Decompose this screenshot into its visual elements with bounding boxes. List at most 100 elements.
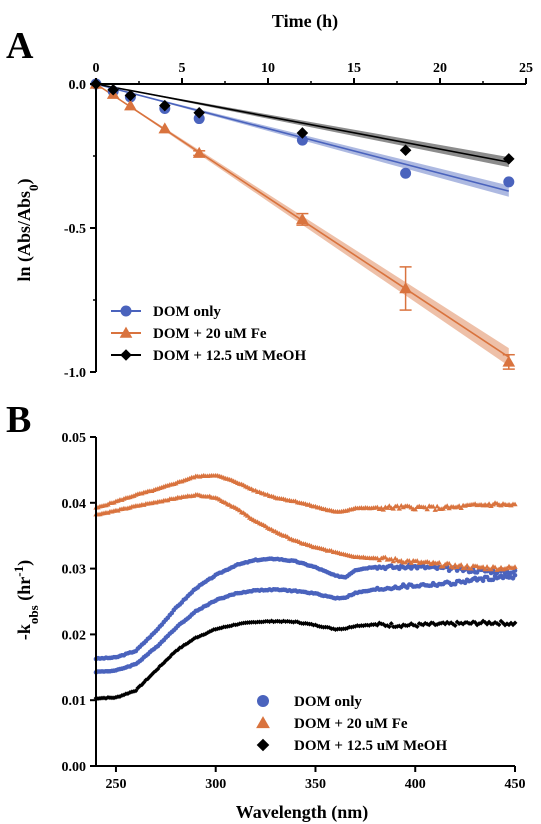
panel-b-ytick-label: 0.01 (62, 694, 87, 709)
spectrum-point (279, 619, 284, 625)
spectrum-point (492, 620, 498, 625)
spectrum-point (492, 564, 498, 570)
data-point (296, 134, 308, 146)
data-point (107, 83, 119, 96)
spectrum-point (297, 620, 302, 626)
spectrum-point (464, 562, 470, 568)
legend-label: DOM + 12.5 uM MeOH (153, 348, 306, 364)
panel-a-xtick-label: 20 (433, 61, 447, 76)
panel-a-ytick-label: 0.0 (69, 78, 87, 93)
spectrum-point (486, 619, 492, 625)
spectrum-point (394, 503, 400, 508)
panel-b-xtick-label: 350 (305, 777, 326, 792)
spectrum-point (342, 626, 348, 632)
panel-a-ylabel: ln (Abs/Abs0) (14, 178, 41, 281)
panel-b-xlabel: Wavelength (nm) (236, 802, 369, 823)
data-point (192, 146, 206, 158)
spectrum-point (446, 560, 452, 566)
panel-b-axes (90, 436, 516, 772)
panel-a-xtick-label: 5 (179, 61, 186, 76)
spectrum-point (382, 554, 388, 560)
panel-b-ylabel-sub: obs (26, 605, 41, 624)
legend-marker (120, 305, 132, 317)
fit-confidence-band (96, 84, 509, 168)
panel-a-legend: DOM only DOM + 20 uM Fe DOM + 12.5 uM MeOH (111, 304, 306, 364)
panel-b-ylabel-sup: -1 (11, 566, 26, 577)
spectrum-point (398, 624, 404, 630)
data-point (158, 122, 172, 134)
spectrum-point (281, 618, 286, 624)
panel-a-xlabel: Time (h) (272, 11, 338, 32)
spectrum-point (416, 621, 422, 626)
panel-b-ylabel-main: -k (14, 624, 34, 640)
panel-b-legend: DOM only DOM + 20 uM Fe DOM + 12.5 uM MeOH (256, 694, 447, 754)
panel-b-xtick-label: 450 (505, 777, 526, 792)
spectrum-point (436, 559, 442, 565)
panel-b-ylabel-close: ) (14, 560, 35, 566)
panel-b-ytick-label: 0.02 (62, 628, 87, 643)
spectrum-point (396, 623, 402, 629)
panel-a-ytick-label: -0.5 (64, 222, 86, 237)
spectrum-point (319, 624, 324, 630)
spectrum-point (219, 625, 225, 631)
data-point (124, 89, 137, 102)
panel-b-ylabel-mid: (hr (14, 577, 35, 606)
spectrum-point (408, 621, 414, 626)
spectrum-point (384, 623, 390, 628)
spectrum-point (494, 621, 500, 626)
spectrum-point (414, 624, 420, 630)
panel-a-tick-labels: 0 5 10 15 20 25 0.0 -0.5 -1.0 (64, 61, 533, 381)
panel-b-xtick-label: 300 (205, 777, 226, 792)
spectrum-point (171, 650, 177, 656)
panel-a-ytick-label: -1.0 (64, 366, 86, 381)
spectrum-point (113, 694, 119, 700)
legend-label: DOM + 20 uM Fe (294, 716, 408, 732)
spectrum-point (502, 622, 508, 628)
spectrum-point (117, 694, 123, 699)
panel-a-xtick-label: 0 (93, 61, 100, 76)
panel-a-xtick-label: 15 (347, 61, 361, 76)
data-point (399, 282, 412, 294)
spectrum-point (474, 622, 480, 628)
panel-a-letter: A (6, 25, 34, 67)
data-point (296, 213, 309, 225)
legend-marker (119, 326, 133, 338)
panel-a-axes (90, 78, 527, 373)
panel-b-ytick-label: 0.05 (62, 431, 87, 446)
spectrum-point (484, 564, 490, 569)
data-point (503, 176, 515, 188)
legend-label: DOM + 12.5 uM MeOH (294, 738, 447, 754)
spectrum-point (444, 503, 450, 508)
panel-a-ylabel-close: ) (14, 178, 35, 184)
panel-a-xtick-label: 10 (261, 61, 275, 76)
panel-b-ytick-label: 0.03 (62, 563, 87, 578)
legend-marker (256, 738, 270, 752)
spectrum-point (187, 639, 193, 644)
spectrum-point (390, 558, 396, 564)
spectrum-point (512, 620, 518, 626)
data-point (296, 127, 309, 139)
panel-b-ytick-label: 0.00 (62, 760, 87, 775)
spectrum-point (406, 622, 412, 628)
spectrum-point (488, 566, 494, 572)
spectrum-point (422, 620, 428, 626)
data-point (502, 355, 516, 367)
data-point (503, 153, 515, 165)
spectrum-point (412, 623, 418, 628)
legend-marker (120, 349, 132, 361)
fit-line (95, 83, 509, 163)
panel-b-ylabel: -kobs (hr-1) (11, 560, 41, 640)
spectrum-point (424, 506, 430, 512)
spectrum-point (480, 578, 486, 584)
spectrum-point (133, 688, 139, 694)
panel-a-xtick-label: 25 (519, 61, 533, 76)
panel-b-tick-labels: 250 300 350 400 450 0.00 0.01 0.02 0.03 0.04 0.05 (62, 431, 526, 792)
data-point (159, 99, 171, 112)
legend-marker (257, 695, 269, 707)
spectrum-point (434, 622, 440, 627)
panel-a: A Time (h) ln (Abs/Abs0) 0 5 10 15 20 25 0.0 -0… (6, 11, 533, 381)
spectrum-point (458, 562, 464, 567)
panel-a-ylabel-sub: 0 (26, 184, 41, 191)
panel-b-xtick-label: 250 (105, 777, 126, 792)
